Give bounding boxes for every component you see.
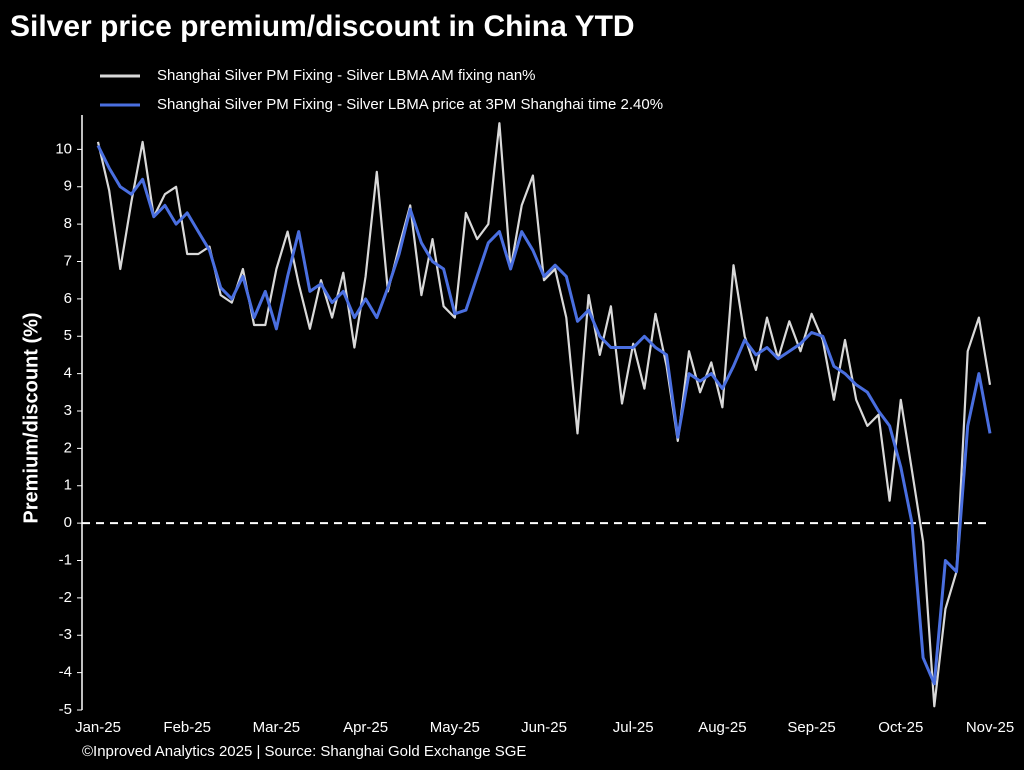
y-tick-label: -1 [59, 551, 72, 568]
x-tick-label: Mar-25 [253, 719, 301, 736]
y-tick-label: -5 [59, 701, 72, 718]
x-tick-label: Sep-25 [787, 719, 835, 736]
y-tick-label: -4 [59, 664, 72, 681]
series-line [96, 144, 992, 686]
x-tick-label: Apr-25 [343, 719, 388, 736]
x-tick-label: May-25 [430, 719, 480, 736]
y-tick-label: 3 [64, 402, 72, 419]
y-tick-label: 9 [64, 178, 72, 195]
y-tick-label: -3 [59, 626, 72, 643]
y-axis-label: Premium/discount (%) [20, 312, 42, 523]
y-tick-label: 10 [55, 140, 72, 157]
x-tick-label: Jul-25 [613, 719, 654, 736]
y-tick-label: 6 [64, 290, 72, 307]
y-tick-label: 8 [64, 215, 72, 232]
x-tick-label: Oct-25 [878, 719, 923, 736]
y-tick-label: -2 [59, 589, 72, 606]
y-tick-label: 2 [64, 439, 72, 456]
y-tick-label: 5 [64, 327, 72, 344]
chart-title: Silver price premium/discount in China Y… [10, 10, 635, 43]
x-tick-label: Aug-25 [698, 719, 746, 736]
x-tick-label: Nov-25 [966, 719, 1014, 736]
legend-label: Shanghai Silver PM Fixing - Silver LBMA … [157, 67, 536, 84]
y-tick-label: 4 [64, 365, 72, 382]
y-tick-label: 0 [64, 514, 72, 531]
y-tick-label: 7 [64, 252, 72, 269]
x-tick-label: Jan-25 [75, 719, 121, 736]
legend-label: Shanghai Silver PM Fixing - Silver LBMA … [157, 96, 663, 113]
x-tick-label: Feb-25 [163, 719, 211, 736]
footer: ©Inproved Analytics 2025 | Source: Shang… [82, 743, 526, 760]
y-tick-label: 1 [64, 477, 72, 494]
x-tick-label: Jun-25 [521, 719, 567, 736]
